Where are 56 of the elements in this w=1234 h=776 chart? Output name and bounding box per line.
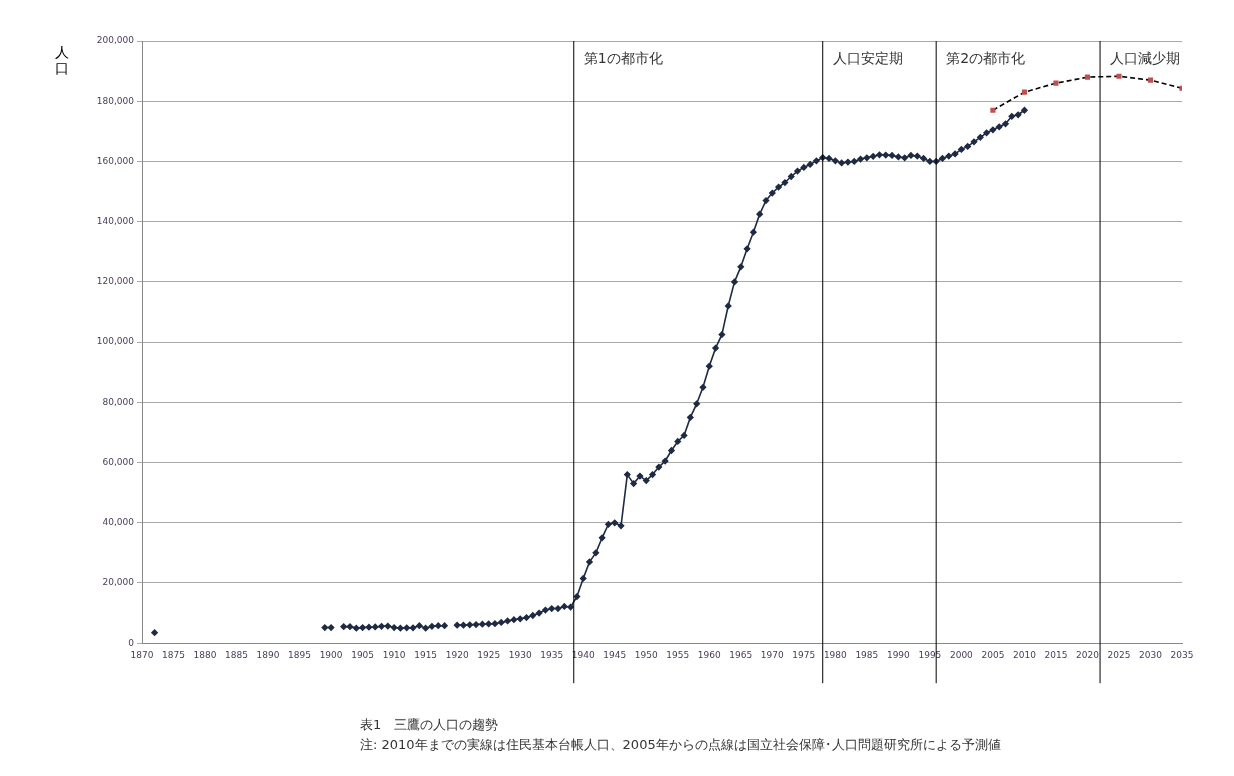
x-tick-label: 2030 xyxy=(1139,649,1163,660)
y-tick-label: 0 xyxy=(128,637,135,648)
point xyxy=(1084,74,1091,80)
point xyxy=(1116,73,1122,79)
x-tick-label: 2035 xyxy=(1170,649,1194,660)
point xyxy=(990,107,996,113)
x-tick-label: 2000 xyxy=(949,649,974,660)
y-tick-label: 200,000 xyxy=(96,35,135,46)
x-tick-label: 1955 xyxy=(666,649,690,660)
x-tick-label: 2010 xyxy=(1012,649,1037,660)
y-tick-label: 100,000 xyxy=(96,336,135,347)
y-tick-label: 140,000 xyxy=(96,216,135,226)
x-tick-label: 1945 xyxy=(603,649,627,660)
y-tick-label: 20,000 xyxy=(102,577,135,588)
x-tick-label: 1965 xyxy=(729,649,753,660)
y-tick-label: 80,000 xyxy=(102,396,135,407)
x-tick-label: 1880 xyxy=(193,649,217,660)
ref-line-label: 人口安定期 xyxy=(832,49,903,66)
x-tick-label: 1900 xyxy=(319,649,343,660)
x-tick-label: 2005 xyxy=(981,649,1005,660)
x-tick-label: 1935 xyxy=(540,649,564,660)
x-tick-label: 1990 xyxy=(886,649,911,660)
point xyxy=(1021,89,1027,95)
x-tick-label: 1920 xyxy=(445,649,469,660)
ref-line-label: 人口減少期 xyxy=(1110,49,1181,66)
x-tick-label: 1980 xyxy=(823,649,848,660)
x-tick-label: 1875 xyxy=(162,649,185,660)
text: 注: 2010年までの実線は住民基本台帳人口、2005年からの点線は国立社会保障･人口問題研究所による予測値 xyxy=(360,736,1001,752)
x-tick-label: 1885 xyxy=(225,649,248,660)
y-axis-title: 人口 xyxy=(55,43,69,76)
x-tick-label: 1970 xyxy=(760,649,785,660)
x-tick-label: 1905 xyxy=(351,649,375,660)
x-tick-label: 1915 xyxy=(414,649,438,660)
text: 表1 三鷹の人口の趨勢 xyxy=(360,716,499,732)
x-tick-label: 1960 xyxy=(697,649,721,660)
y-tick-label: 60,000 xyxy=(102,456,135,467)
point xyxy=(1053,80,1059,86)
y-tick-label: 120,000 xyxy=(96,276,135,287)
y-tick-label: 40,000 xyxy=(102,517,135,528)
x-tick-label: 2025 xyxy=(1107,649,1131,660)
x-tick-label: 1890 xyxy=(256,649,280,660)
x-tick-label: 2020 xyxy=(1076,649,1100,660)
x-tick-label: 1910 xyxy=(382,649,406,660)
ref-line-label: 第1の都市化 xyxy=(583,49,663,66)
x-tick-label: 1975 xyxy=(792,649,816,660)
x-tick-label: 1930 xyxy=(508,649,532,660)
y-tick-label: 160,000 xyxy=(96,155,135,166)
x-tick-label: 1895 xyxy=(288,649,312,660)
x-tick-label: 1950 xyxy=(634,649,658,660)
point xyxy=(1147,77,1154,83)
ref-line-label: 第2の都市化 xyxy=(946,49,1026,66)
x-tick-label: 1870 xyxy=(130,649,154,660)
x-tick-label: 1925 xyxy=(477,649,501,660)
y-tick-label: 180,000 xyxy=(96,95,135,106)
x-tick-label: 2015 xyxy=(1044,649,1068,660)
x-tick-label: 1985 xyxy=(855,649,879,660)
